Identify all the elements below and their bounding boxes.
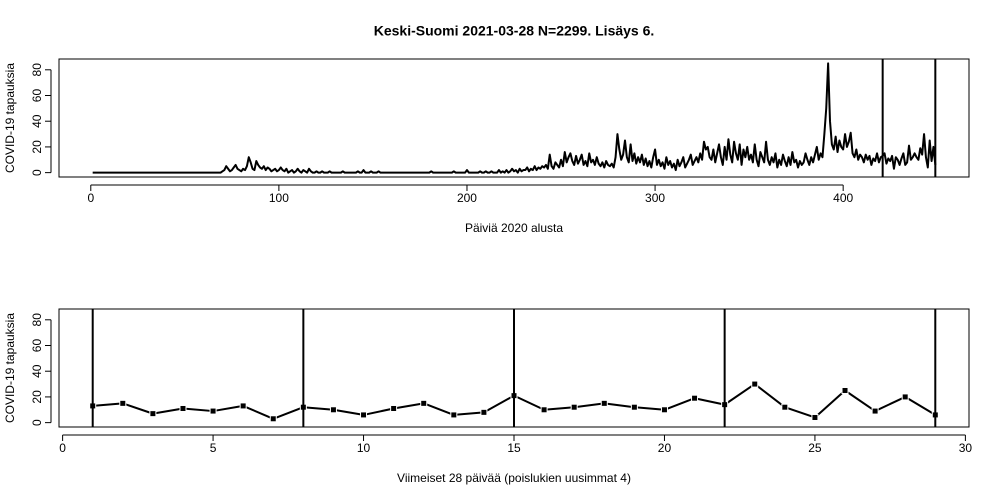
data-point <box>329 406 337 414</box>
plot-frame <box>58 58 970 178</box>
data-point <box>540 406 548 414</box>
data-point <box>209 407 217 415</box>
y-tick-label: 20 <box>30 140 44 154</box>
data-point <box>630 403 638 411</box>
x-tick-label: 15 <box>507 441 521 455</box>
data-point <box>239 402 247 410</box>
data-point <box>360 411 368 419</box>
data-point <box>600 399 608 407</box>
data-point <box>871 407 879 415</box>
y-tick-label: 80 <box>30 63 44 77</box>
x-tick-label: 300 <box>645 191 665 205</box>
data-point <box>781 403 789 411</box>
data-point <box>901 393 909 401</box>
y-axis-title: COVID-19 tapauksia <box>3 313 17 423</box>
x-tick-label: 10 <box>357 441 371 455</box>
x-tick-label: 0 <box>87 191 94 205</box>
data-point <box>570 403 578 411</box>
x-tick-label: 100 <box>269 191 289 205</box>
data-point <box>691 394 699 402</box>
y-tick-label: 60 <box>30 339 44 353</box>
y-tick-label: 0 <box>30 419 44 426</box>
data-point <box>119 399 127 407</box>
data-point <box>841 386 849 394</box>
data-point <box>149 410 157 418</box>
data-point <box>811 413 819 421</box>
data-point <box>660 406 668 414</box>
x-tick-label: 400 <box>833 191 853 205</box>
x-tick-label: 20 <box>658 441 672 455</box>
data-point <box>269 415 277 423</box>
data-point <box>420 399 428 407</box>
x-axis-title: Päiviä 2020 alusta <box>465 221 563 235</box>
y-tick-label: 80 <box>30 313 44 327</box>
y-tick-label: 40 <box>30 364 44 378</box>
x-tick-label: 0 <box>59 441 66 455</box>
y-tick-label: 20 <box>30 390 44 404</box>
y-tick-label: 60 <box>30 89 44 103</box>
x-tick-label: 30 <box>959 441 973 455</box>
data-point <box>390 404 398 412</box>
data-point <box>179 404 187 412</box>
x-tick-label: 5 <box>210 441 217 455</box>
y-tick-label: 40 <box>30 114 44 128</box>
x-tick-label: 200 <box>457 191 477 205</box>
data-point <box>480 408 488 416</box>
y-tick-label: 0 <box>30 169 44 176</box>
y-axis-title: COVID-19 tapauksia <box>3 63 17 173</box>
data-point <box>450 411 458 419</box>
x-tick-label: 25 <box>808 441 822 455</box>
data-point <box>751 380 759 388</box>
data-line <box>92 62 937 174</box>
x-axis-title: Viimeiset 28 päivää (poislukien uusimmat… <box>397 471 631 485</box>
chart-title: Keski-Suomi 2021-03-28 N=2299. Lisäys 6. <box>374 23 655 39</box>
